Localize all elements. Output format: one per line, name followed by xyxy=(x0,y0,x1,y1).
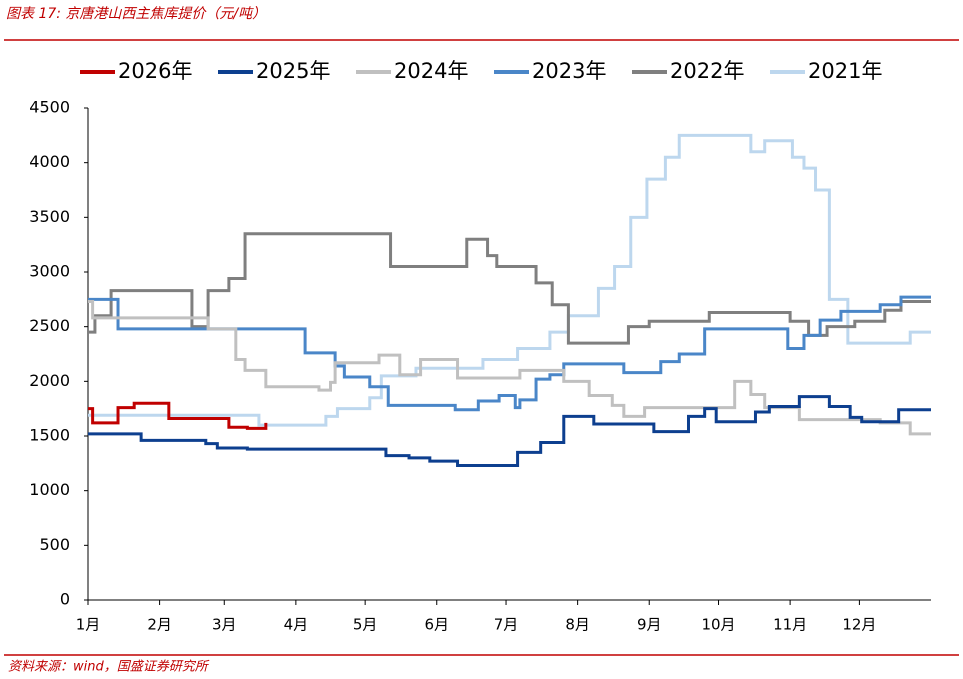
chart-title: 图表 17: 京唐港山西主焦库提价（元/吨） xyxy=(6,6,266,22)
series-line xyxy=(88,295,931,412)
series-line xyxy=(88,300,931,436)
x-tick-label: 3月 xyxy=(212,616,237,634)
legend-label: 2023年 xyxy=(532,59,606,83)
x-tick-label: 6月 xyxy=(424,616,449,634)
legend-label: 2022年 xyxy=(670,59,744,83)
y-tick-label: 2000 xyxy=(29,371,70,390)
series-line xyxy=(88,395,931,468)
legend-label: 2024年 xyxy=(394,59,468,83)
y-tick-label: 4500 xyxy=(29,98,70,117)
x-tick-label: 11月 xyxy=(773,616,807,634)
y-tick-label: 3500 xyxy=(29,207,70,226)
legend-label: 2026年 xyxy=(118,59,192,83)
y-tick-label: 500 xyxy=(39,535,70,554)
x-tick-label: 7月 xyxy=(494,616,519,634)
y-tick-label: 1000 xyxy=(29,480,70,499)
y-tick-label: 1500 xyxy=(29,426,70,445)
y-tick-label: 0 xyxy=(60,590,70,609)
x-tick-label: 4月 xyxy=(284,616,309,634)
x-tick-label: 10月 xyxy=(701,616,735,634)
x-tick-label: 8月 xyxy=(565,616,590,634)
y-tick-label: 4000 xyxy=(29,152,70,171)
legend-label: 2025年 xyxy=(256,59,330,83)
x-tick-label: 12月 xyxy=(842,616,876,634)
x-tick-label: 2月 xyxy=(147,616,172,634)
x-tick-label: 9月 xyxy=(637,616,662,634)
x-tick-label: 1月 xyxy=(76,616,101,634)
series-line xyxy=(88,401,268,430)
x-tick-label: 5月 xyxy=(353,616,378,634)
source-note: 资料来源：wind，国盛证券研究所 xyxy=(8,659,210,675)
series-line xyxy=(88,232,931,345)
y-tick-label: 2500 xyxy=(29,316,70,335)
y-tick-label: 3000 xyxy=(29,262,70,281)
legend-label: 2021年 xyxy=(808,59,882,83)
series-line xyxy=(88,133,931,427)
